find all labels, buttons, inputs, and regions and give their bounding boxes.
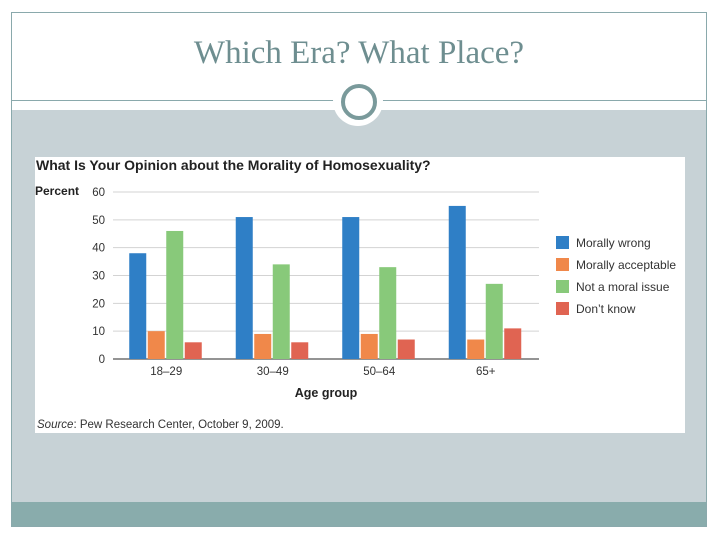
bar	[254, 333, 272, 359]
bar	[147, 331, 165, 359]
legend-label: Morally acceptable	[576, 258, 676, 272]
bar	[184, 342, 202, 359]
slide-title: Which Era? What Place?	[193, 35, 525, 71]
bar	[467, 339, 485, 359]
legend-label: Morally wrong	[576, 236, 651, 250]
bar	[397, 339, 415, 359]
x-tick-label: 65+	[476, 366, 496, 378]
chart-panel: 0 10 20 30 40 50 60 Percent 18–29 30–49 50–64 65+ Ag…	[35, 157, 685, 433]
y-tick-label: 60	[92, 187, 105, 199]
legend-label: Don’t know	[576, 302, 636, 316]
bar	[272, 264, 290, 359]
y-tick-label: 20	[92, 298, 105, 310]
source-label: Source	[37, 419, 74, 431]
legend-swatch	[556, 236, 569, 249]
footer-bar	[12, 502, 706, 526]
bar	[291, 342, 309, 359]
legend-swatch	[556, 280, 569, 293]
bar	[166, 230, 184, 359]
x-tick-label: 30–49	[257, 366, 289, 378]
y-axis-label: Percent	[35, 184, 79, 198]
legend-swatch	[556, 302, 569, 315]
bar	[485, 283, 503, 359]
y-tick-label: 40	[92, 243, 105, 255]
bar	[448, 205, 466, 359]
bar	[360, 333, 378, 359]
x-axis-label: Age group	[295, 386, 358, 400]
source-text: : Pew Research Center, October 9, 2009.	[73, 419, 284, 431]
x-tick-label: 50–64	[363, 366, 396, 378]
bar-chart: 0 10 20 30 40 50 60 Percent 18–29 30–49 50–64 65+ Ag…	[35, 184, 676, 400]
bar	[504, 328, 522, 359]
bar	[235, 217, 253, 359]
bar	[129, 253, 147, 359]
y-tick-label: 30	[92, 271, 105, 283]
bar	[342, 217, 360, 359]
legend-swatch	[556, 258, 569, 271]
circle-ornament-ring	[341, 84, 377, 120]
chart-source: Source: Pew Research Center, October 9, …	[37, 419, 284, 431]
chart-title: What Is Your Opinion about the Morality …	[36, 157, 431, 173]
x-tick-label: 18–29	[150, 366, 182, 378]
y-tick-label: 10	[92, 326, 105, 338]
bar	[379, 267, 397, 359]
y-tick-label: 50	[92, 215, 105, 227]
legend-label: Not a moral issue	[576, 280, 670, 294]
y-tick-label: 0	[99, 354, 105, 366]
